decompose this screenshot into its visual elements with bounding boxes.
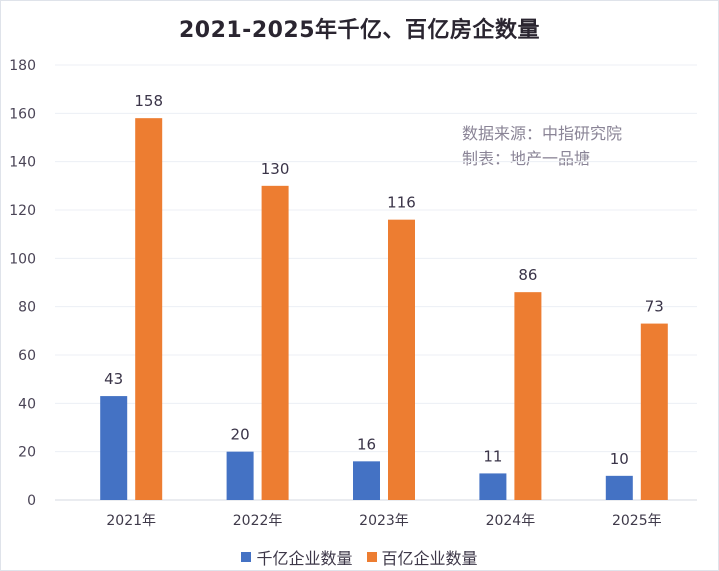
bar-series-1	[388, 219, 415, 500]
y-tick-label: 180	[9, 58, 36, 74]
y-tick-label: 40	[18, 396, 36, 412]
x-tick-label: 2025年	[612, 513, 662, 529]
data-label: 20	[231, 426, 250, 444]
data-label: 43	[104, 370, 123, 388]
data-label: 130	[261, 160, 290, 178]
y-tick-label: 120	[9, 203, 36, 219]
y-tick-label: 80	[18, 300, 36, 316]
y-tick-label: 100	[9, 251, 36, 267]
legend-item-series-0: 千亿企业数量	[241, 545, 353, 569]
bar-series-1	[640, 323, 668, 500]
bar-series-0	[353, 461, 380, 500]
bar-series-1	[135, 118, 163, 501]
data-label: 73	[645, 298, 664, 316]
bar-series-0	[100, 396, 128, 500]
bar-series-0	[479, 473, 507, 500]
data-label: 11	[483, 447, 502, 465]
x-tick-label: 2021年	[106, 513, 156, 529]
legend-label-series-1: 百亿企业数量	[381, 549, 478, 568]
legend-swatch-series-1	[366, 552, 377, 562]
x-tick-label: 2023年	[359, 513, 409, 529]
legend: 千亿企业数量 百亿企业数量	[0, 545, 719, 569]
x-tick-label: 2022年	[233, 513, 283, 529]
bars	[100, 118, 668, 501]
bar-series-1	[514, 292, 542, 500]
data-label: 16	[357, 435, 376, 453]
data-labels: 43 158 20 130 16 116 11 86 10 73	[104, 92, 664, 468]
author-annotation: 制表：地产一品塘	[462, 149, 591, 168]
y-tick-label: 160	[9, 106, 36, 122]
y-tick-label: 20	[18, 445, 36, 461]
data-label: 10	[610, 450, 629, 468]
bar-series-0	[605, 475, 633, 500]
chart-title: 2021-2025年千亿、百亿房企数量	[178, 18, 541, 43]
x-axis: 2021年 2022年 2023年 2024年 2025年	[106, 513, 661, 529]
bar-series-0	[226, 451, 254, 500]
legend-item-series-1: 百亿企业数量	[366, 545, 478, 569]
y-tick-label: 140	[9, 155, 36, 171]
data-label: 158	[134, 92, 163, 110]
y-tick-label: 0	[27, 493, 36, 509]
data-label: 86	[518, 266, 537, 284]
y-tick-label: 60	[18, 348, 36, 364]
x-tick-label: 2024年	[486, 513, 536, 529]
legend-swatch-series-0	[241, 552, 252, 562]
legend-label-series-0: 千亿企业数量	[256, 549, 353, 568]
y-axis: 0 20 40 60 80 100 120 140 160 180	[9, 58, 36, 509]
bar-series-1	[261, 185, 289, 501]
data-label: 116	[387, 194, 416, 212]
source-annotation: 数据来源：中指研究院	[462, 124, 623, 143]
